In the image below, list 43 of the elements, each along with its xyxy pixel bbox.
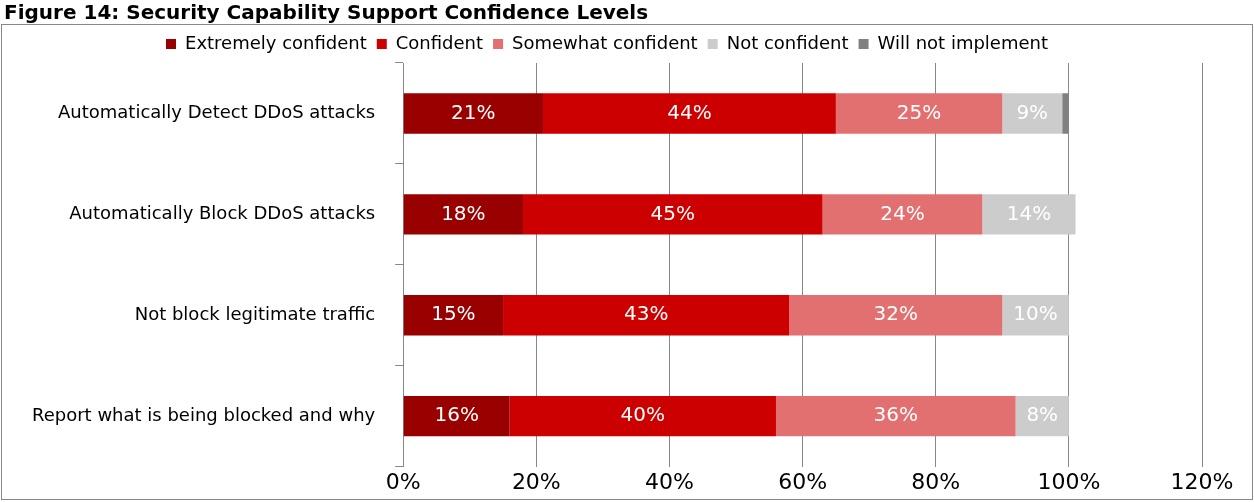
- legend-label: Will not implement: [877, 31, 1048, 53]
- data-label: 32%: [873, 301, 919, 326]
- legend-label: Extremely confident: [185, 31, 367, 53]
- legend-label: Somewhat confident: [512, 31, 698, 53]
- bar: [1002, 93, 1063, 134]
- bar: [822, 194, 983, 235]
- bar: [403, 295, 504, 336]
- data-label: 40%: [620, 402, 666, 427]
- bar: [982, 194, 1076, 235]
- y-tick-label: Automatically Block DDoS attacks: [69, 202, 376, 224]
- x-tick-label: 20%: [511, 468, 561, 494]
- data-label: 18%: [441, 200, 486, 225]
- bar: [789, 295, 1003, 336]
- bar: [775, 395, 1016, 437]
- bar: [403, 93, 543, 134]
- x-tick-label: 40%: [645, 468, 694, 494]
- data-label: 43%: [623, 301, 669, 326]
- data-label: 25%: [896, 99, 942, 124]
- legend-label: Not confident: [726, 31, 849, 53]
- data-label: 45%: [650, 200, 696, 225]
- data-label: 15%: [431, 301, 476, 326]
- x-tick-label: 120%: [1170, 468, 1234, 494]
- y-tick-label: Automatically Detect DDoS attacks: [57, 101, 376, 123]
- x-tick-label: 0%: [385, 468, 421, 494]
- bar: [542, 93, 836, 134]
- bar: [403, 194, 524, 235]
- y-tick-label: Not block legitimate traffic: [134, 302, 376, 324]
- x-tick-label: 60%: [778, 468, 828, 494]
- y-tick-label: Report what is being blocked and why: [31, 403, 376, 425]
- data-label: 36%: [873, 402, 919, 427]
- data-label: 44%: [667, 99, 712, 124]
- data-label: 24%: [880, 200, 925, 225]
- x-tick-label: 80%: [911, 468, 961, 494]
- x-tick-label: 100%: [1037, 468, 1101, 494]
- bar: [523, 194, 823, 235]
- data-label: 21%: [451, 99, 496, 124]
- bar: [503, 295, 790, 336]
- chart-title: Figure 14: Security Capability Support Confidence Levels: [3, 0, 650, 24]
- bar: [835, 93, 1003, 134]
- data-label: 16%: [434, 402, 479, 427]
- bar: [509, 395, 776, 437]
- legend-label: Confident: [395, 31, 484, 53]
- bar: [403, 395, 510, 437]
